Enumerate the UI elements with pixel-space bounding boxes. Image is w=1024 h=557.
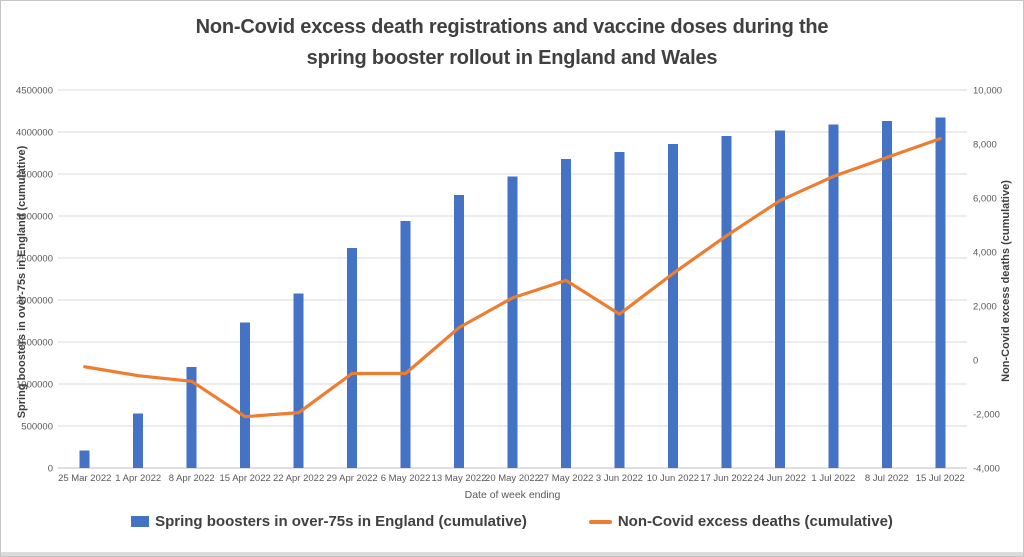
- x-tick-label: 17 Jun 2022: [700, 473, 752, 484]
- right-axis-tick-label: -4,000: [973, 464, 1000, 475]
- bar: [133, 413, 144, 468]
- bar: [774, 130, 785, 468]
- left-axis-title: Spring boosters in over-75s in England (…: [16, 145, 28, 419]
- x-tick-label: 3 Jun 2022: [596, 473, 643, 484]
- right-axis-tick-label: 0: [973, 356, 978, 367]
- bar: [293, 293, 304, 468]
- left-axis-tick-label: 0: [48, 464, 53, 475]
- chart-title-line2: spring booster rollout in England and Wa…: [306, 47, 718, 69]
- x-tick-label: 15 Apr 2022: [220, 473, 271, 484]
- x-axis-title: Date of week ending: [465, 489, 561, 501]
- right-axis-tick-label: 4,000: [973, 248, 997, 259]
- right-axis-tick-label: 8,000: [973, 140, 997, 151]
- x-tick-label: 15 Jul 2022: [916, 473, 965, 484]
- bar: [881, 121, 892, 468]
- x-tick-label: 8 Jul 2022: [865, 473, 909, 484]
- right-axis-tick-label: 10,000: [973, 86, 1002, 97]
- bar: [454, 195, 465, 468]
- combo-chart-plot: 0 500000 1000000 1500000 2000000 2500000 30000…: [16, 86, 1002, 502]
- bar: [560, 158, 571, 468]
- bar: [935, 117, 946, 468]
- x-tick-label: 6 May 2022: [381, 473, 431, 484]
- bar: [186, 367, 197, 468]
- chart-title-line1: Non-Covid excess death registrations and…: [195, 16, 829, 38]
- chart-title: Non-Covid excess death registrations and…: [1, 12, 1023, 74]
- bar: [507, 176, 518, 468]
- bar: [667, 143, 678, 468]
- x-tick-label: 13 May 2022: [432, 473, 487, 484]
- legend-item-deaths: Non-Covid excess deaths (cumulative): [588, 513, 893, 530]
- left-axis-tick-label: 500000: [21, 422, 53, 433]
- left-axis-tick-label: 4000000: [16, 128, 53, 139]
- x-tick-label: 22 Apr 2022: [273, 473, 324, 484]
- legend-label-boosters: Spring boosters in over-75s in England (…: [155, 513, 527, 530]
- x-tick-label: 29 Apr 2022: [326, 473, 377, 484]
- window-bottom-edge: [1, 552, 1023, 556]
- deaths-line: [83, 137, 942, 419]
- bar: [240, 322, 251, 468]
- left-axis-tick-label: 2000000: [16, 296, 53, 307]
- x-tick-label: 1 Apr 2022: [115, 473, 161, 484]
- left-axis-tick-label: 1000000: [16, 380, 53, 391]
- bar: [614, 152, 625, 468]
- legend-line-swatch-icon: [588, 519, 612, 524]
- bar: [828, 124, 839, 468]
- x-tick-label: 1 Jul 2022: [811, 473, 855, 484]
- left-axis-tick-label: 4500000: [16, 86, 53, 97]
- x-tick-label: 8 Apr 2022: [169, 473, 215, 484]
- left-axis-tick-label: 1500000: [16, 338, 53, 349]
- bar: [721, 136, 732, 468]
- right-axis-tick-label: -2,000: [973, 410, 1000, 421]
- x-tick-label: 25 Mar 2022: [58, 473, 111, 484]
- bar: [79, 450, 90, 468]
- legend: Spring boosters in over-75s in England (…: [1, 513, 1023, 530]
- bar: [347, 247, 358, 468]
- x-tick-label: 10 Jun 2022: [647, 473, 699, 484]
- left-axis-tick-label: 3500000: [16, 170, 53, 181]
- right-axis-tick-label: 2,000: [973, 302, 997, 313]
- bar: [400, 221, 411, 468]
- left-axis-tick-label: 2500000: [16, 254, 53, 265]
- right-axis-tick-label: 6,000: [973, 194, 997, 205]
- x-tick-label: 27 May 2022: [539, 473, 594, 484]
- right-axis-title: Non-Covid excess deaths (cumulative): [1000, 180, 1012, 382]
- x-tick-label: 24 Jun 2022: [754, 473, 806, 484]
- left-axis-tick-label: 3000000: [16, 212, 53, 223]
- legend-label-deaths: Non-Covid excess deaths (cumulative): [617, 513, 893, 530]
- legend-bar-swatch-icon: [131, 516, 150, 527]
- legend-item-boosters: Spring boosters in over-75s in England (…: [131, 513, 527, 530]
- x-tick-label: 20 May 2022: [485, 473, 540, 484]
